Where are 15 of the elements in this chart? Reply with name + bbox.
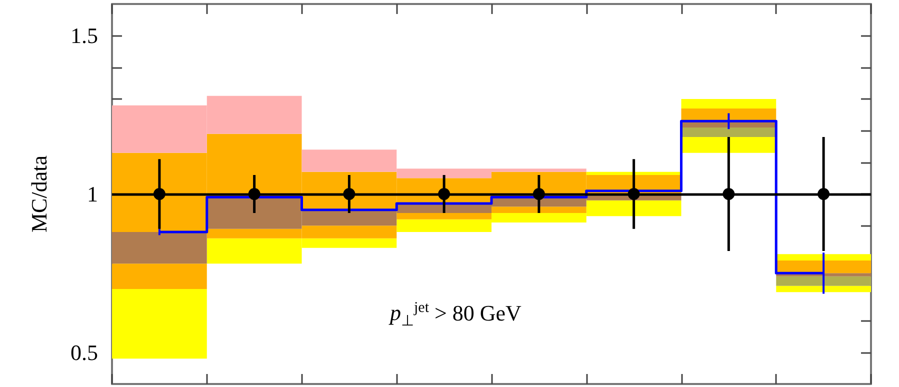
y-tick-label: 0.5 (70, 340, 98, 365)
bar (396, 213, 492, 220)
bar (492, 206, 586, 213)
bar (776, 260, 871, 274)
y-tick-label: 1.5 (70, 23, 98, 48)
bar (112, 264, 207, 289)
bar (681, 137, 776, 153)
bar (776, 286, 871, 292)
bar (681, 128, 776, 137)
y-tick-label: 1 (87, 182, 98, 206)
bar (776, 276, 871, 286)
annotation: p$_{⊥}$$^{jet}$ > 80 GeV (390, 300, 522, 331)
bar (112, 289, 207, 359)
bar (112, 232, 207, 264)
y-axis-title: MC/data (26, 155, 52, 232)
